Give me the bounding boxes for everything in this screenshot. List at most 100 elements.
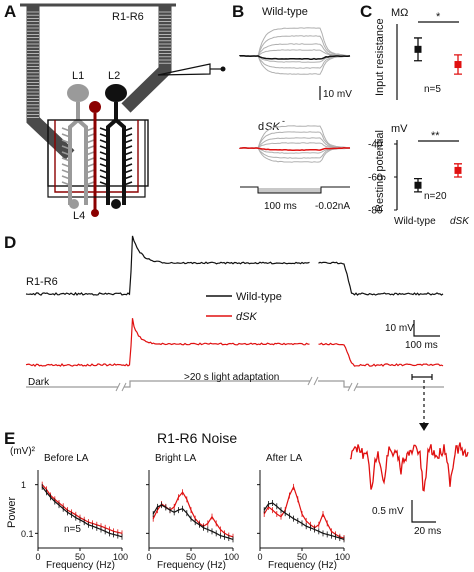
dendrite-spine (61, 181, 71, 186)
photoreceptor-group-label: R1-R6 (112, 11, 144, 23)
dendrite-spine (61, 151, 71, 156)
c-bottom-unit: mV (391, 123, 408, 135)
spectrum-xlabel: Frequency (Hz) (46, 560, 115, 571)
dendrite-spine (85, 175, 95, 180)
wild-type-light-response (25, 235, 444, 296)
dendrite-spine (85, 133, 95, 138)
voltage-scale-label-d: 10 mV (385, 323, 414, 334)
light-stimulus-trace (26, 376, 444, 392)
panel-label-d: D (4, 233, 16, 252)
photoreceptor-axon-right (121, 6, 172, 113)
noise-segment-marker (411, 374, 433, 380)
dendrite-spine (99, 175, 109, 180)
voltage-scale-bar-d: 10 mV 100 ms (385, 320, 440, 351)
dendrite-spine (123, 133, 133, 138)
c-top-wild-type-mean-marker (414, 45, 422, 53)
spectrum-xlabel: Frequency (Hz) (268, 560, 337, 571)
l2-neurite (106, 102, 126, 185)
current-step-stimulus (240, 186, 350, 194)
c-xlabel-wild-type: Wild-type (394, 216, 436, 227)
dendrite-spine (61, 157, 71, 162)
dendrite-spine (99, 163, 109, 168)
c-top-unit: MΩ (391, 7, 408, 19)
dendrite-spine (61, 145, 71, 150)
dsk-spectrum-line (263, 485, 345, 539)
current-step-trace (240, 186, 350, 194)
wild-type-highlight-response (239, 54, 351, 60)
inset-noise-line (349, 442, 469, 492)
trace-label-r1-r6: R1-R6 (26, 276, 58, 288)
dsk-highlight-response (239, 146, 350, 151)
dendrite-spine (85, 139, 95, 144)
dendrite-spine (99, 145, 109, 150)
mutant-prefix-label: d (258, 121, 264, 133)
spectrum-title: Bright LA (155, 453, 196, 464)
dendrite-spine (123, 127, 133, 132)
wild-type-traces (239, 27, 351, 75)
dendrite-spine (99, 127, 109, 132)
panel-label-c: C (360, 2, 372, 21)
adaptation-label: >20 s light adaptation (184, 372, 279, 383)
c-bottom-tick-label: -80 (368, 206, 383, 217)
l4-terminal (91, 209, 99, 217)
dsk-spectrum-line (41, 484, 123, 534)
dsk-traces (239, 125, 351, 163)
x-tick-label: 0 (147, 552, 152, 562)
cell-label-l4: L4 (73, 210, 85, 222)
c-bottom-ylabel: Resting potential (374, 130, 386, 212)
l4-soma (89, 101, 101, 113)
l1-neurite (68, 102, 88, 185)
cell-label-l2: L2 (108, 70, 120, 82)
axis-break-mark (115, 382, 127, 392)
spectrum-xlabel: Frequency (Hz) (157, 560, 226, 571)
l2-terminal (111, 199, 121, 209)
c-bottom-significance: ** (431, 130, 440, 142)
time-scale-label-b: 100 ms (264, 201, 297, 212)
x-tick-label: 0 (36, 552, 41, 562)
voltage-scale-bar-b: 10 mV (319, 86, 352, 100)
y-tick-label: 0.1 (21, 529, 34, 539)
dendrite-spine (99, 139, 109, 144)
dendrite-spine (99, 133, 109, 138)
dendrite-spine (61, 163, 71, 168)
dendrite-spine (123, 175, 133, 180)
x-tick-label: 100 (224, 552, 239, 562)
dendrite-spine (123, 151, 133, 156)
spectrum-title: Before LA (44, 453, 89, 464)
c-top-dsk-mean-marker (454, 61, 462, 69)
dendrite-spine (99, 181, 109, 186)
inset-scale-bar (411, 500, 436, 523)
e-ylabel: Power (6, 496, 18, 528)
current-step-bar (258, 188, 321, 193)
inset-voltage-scale: 0.5 mV (372, 506, 404, 517)
legend-label-wild-type: Wild-type (236, 291, 282, 303)
spectrum-title: After LA (266, 453, 302, 464)
x-tick-label: 0 (258, 552, 263, 562)
c-top-significance: * (436, 11, 441, 23)
dsk-adaptation-trace (25, 318, 444, 368)
dendrite-spine (85, 151, 95, 156)
dendrite-spine (123, 139, 133, 144)
dendrite-spine (61, 169, 71, 174)
current-label: -0.02nA (315, 201, 350, 212)
dendrite-spine (99, 169, 109, 174)
mutant-label-b: d SK - (258, 116, 285, 133)
axis-break-mark (307, 376, 319, 386)
mutant-superscript: - (282, 116, 285, 126)
c-bottom-ticks: -40 -60 -80 (368, 140, 397, 217)
e-unit-label: (mV)² (10, 446, 36, 457)
c-top-ylabel: Input resistance (374, 18, 386, 96)
c-bottom-n-label: n=20 (424, 191, 447, 202)
c-bottom-points (414, 163, 462, 193)
photoreceptor-striations (27, 11, 171, 118)
panel-label-a: A (4, 2, 16, 21)
noise-inset-trace (349, 442, 469, 492)
wild-type-spectrum-line (152, 504, 234, 540)
d-legend: Wild-type dSK (206, 291, 282, 323)
c-bottom-wild-type-mean-marker (414, 181, 422, 189)
inset-time-scale: 20 ms (414, 526, 441, 537)
